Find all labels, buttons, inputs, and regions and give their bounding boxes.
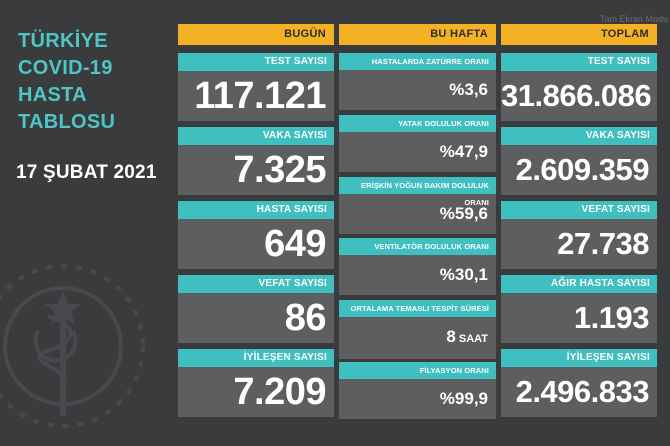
week-header: BU HAFTA [339,24,496,45]
ministry-emblem-icon [0,264,145,428]
today-test-card: TEST SAYISI 117.121 [178,53,334,121]
fullscreen-watermark: Tam Ekran Modu [600,14,669,24]
today-recovered-card: İYİLEŞEN SAYISI 7.209 [178,349,334,417]
card-value: 117.121 [194,75,326,117]
week-bed-card: YATAK DOLULUK ORANI %47,9 [339,115,496,172]
card-label: TEST SAYISI [501,53,657,71]
today-header: BUGÜN [178,24,334,45]
today-case-card: VAKA SAYISI 7.325 [178,127,334,195]
card-label: HASTA SAYISI [178,201,334,219]
total-column: TOPLAM TEST SAYISI 31.866.086 VAKA SAYIS… [501,24,657,417]
card-label: İYİLEŞEN SAYISI [178,349,334,367]
page-title: TÜRKİYE COVID-19 HASTA TABLOSU [18,28,168,136]
card-label: YATAK DOLULUK ORANI [339,115,496,132]
today-death-card: VEFAT SAYISI 86 [178,275,334,343]
card-label: AĞIR HASTA SAYISI [501,275,657,293]
card-value-number: 8 [446,327,456,346]
title-line-2: COVID-19 [18,57,113,79]
card-label: TEST SAYISI [178,53,334,71]
total-test-card: TEST SAYISI 31.866.086 [501,53,657,121]
card-value: 27.738 [557,226,649,261]
card-value: 86 [284,297,327,339]
card-value: 2.496.833 [515,374,650,409]
week-filiation-card: FİLYASYON ORANI %99,9 [339,362,496,419]
card-label: VEFAT SAYISI [501,201,657,219]
title-line-4: TABLOSU [18,111,116,133]
card-value: 7.209 [233,371,326,413]
card-value: 2.609.359 [515,152,650,187]
card-label: VAKA SAYISI [501,127,657,145]
card-label: VENTİLATÖR DOLULUK ORANI [339,238,496,255]
card-label: VEFAT SAYISI [178,275,334,293]
card-value: %99,9 [439,389,488,408]
total-critical-card: AĞIR HASTA SAYISI 1.193 [501,275,657,343]
card-value: %3,6 [449,80,488,99]
card-label: FİLYASYON ORANI [339,362,496,379]
today-patient-card: HASTA SAYISI 649 [178,201,334,269]
total-case-card: VAKA SAYISI 2.609.359 [501,127,657,195]
card-label: ERİŞKİN YOĞUN BAKIM DOLULUK ORANI [339,177,496,207]
week-contact-card: ORTALAMA TEMASLI TESPİT SÜRESİ 8 SAAT [339,300,496,359]
week-ventilator-card: VENTİLATÖR DOLULUK ORANI %30,1 [339,238,496,295]
card-value: 31.866.086 [501,78,652,113]
card-value-unit: SAAT [458,333,488,345]
card-label: İYİLEŞEN SAYISI [501,349,657,367]
week-column: BU HAFTA HASTALARDA ZATÜRRE ORANI %3,6 Y… [339,24,496,419]
card-value: 1.193 [573,300,650,335]
card-label: HASTALARDA ZATÜRRE ORANI [339,53,496,70]
total-header: TOPLAM [501,24,657,45]
card-label: ORTALAMA TEMASLI TESPİT SÜRESİ [339,300,496,317]
today-column: BUGÜN TEST SAYISI 117.121 VAKA SAYISI 7.… [178,24,334,417]
total-death-card: VEFAT SAYISI 27.738 [501,201,657,269]
card-value: %59,6 [439,204,488,223]
total-recovered-card: İYİLEŞEN SAYISI 2.496.833 [501,349,657,417]
card-value: 649 [264,223,326,265]
title-line-3: HASTA [18,84,87,106]
card-value: 8 SAAT [339,317,496,359]
card-value: %47,9 [439,142,488,161]
card-value: %30,1 [439,265,488,284]
card-label: VAKA SAYISI [178,127,334,145]
card-value: 7.325 [233,149,326,191]
title-line-1: TÜRKİYE [18,30,108,52]
week-pneumonia-card: HASTALARDA ZATÜRRE ORANI %3,6 [339,53,496,110]
report-date: 17 ŞUBAT 2021 [16,162,157,183]
week-icu-card: ERİŞKİN YOĞUN BAKIM DOLULUK ORANI %59,6 [339,177,496,234]
